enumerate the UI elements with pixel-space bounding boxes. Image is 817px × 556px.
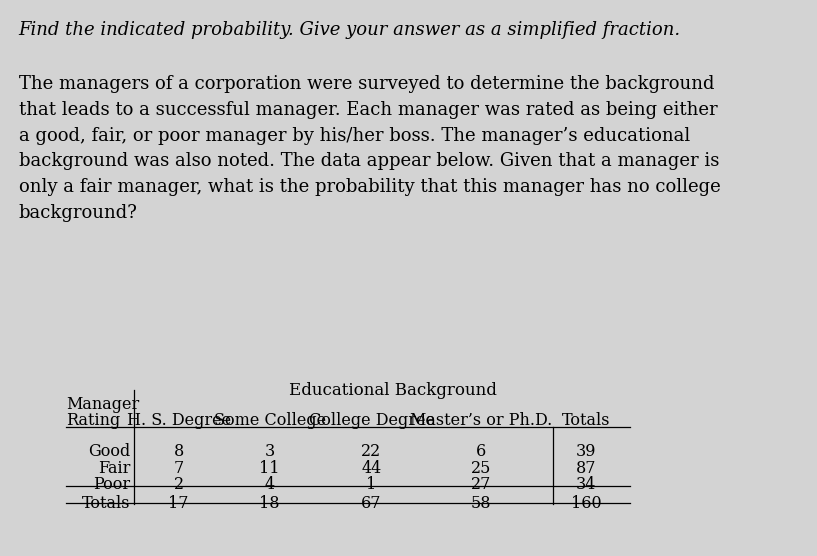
Text: 4: 4	[265, 476, 275, 493]
Text: 2: 2	[174, 476, 184, 493]
Text: 44: 44	[361, 460, 382, 477]
Text: College Degree: College Degree	[309, 412, 435, 429]
Text: 58: 58	[471, 495, 491, 512]
Text: 25: 25	[471, 460, 491, 477]
Text: 27: 27	[471, 476, 491, 493]
Text: 67: 67	[361, 495, 382, 512]
Text: Totals: Totals	[82, 495, 130, 512]
Text: 34: 34	[576, 476, 596, 493]
Text: 8: 8	[174, 443, 184, 460]
Text: 87: 87	[576, 460, 596, 477]
Text: 22: 22	[361, 443, 382, 460]
Text: 18: 18	[260, 495, 280, 512]
Text: Find the indicated probability. Give your answer as a simplified fraction.: Find the indicated probability. Give you…	[19, 21, 681, 38]
Text: Rating: Rating	[66, 412, 120, 429]
Text: 6: 6	[475, 443, 486, 460]
Text: Totals: Totals	[562, 412, 610, 429]
Text: Educational Background: Educational Background	[289, 382, 498, 399]
Text: 39: 39	[576, 443, 596, 460]
Text: 7: 7	[174, 460, 184, 477]
Text: Some College: Some College	[213, 412, 326, 429]
Text: Fair: Fair	[98, 460, 130, 477]
Text: The managers of a corporation were surveyed to determine the background
that lea: The managers of a corporation were surve…	[19, 76, 721, 222]
Text: H. S. Degree: H. S. Degree	[127, 412, 231, 429]
Text: 160: 160	[571, 495, 601, 512]
Text: 17: 17	[168, 495, 189, 512]
Text: Poor: Poor	[93, 476, 130, 493]
Text: 1: 1	[366, 476, 377, 493]
Text: Master’s or Ph.D.: Master’s or Ph.D.	[409, 412, 551, 429]
Text: 3: 3	[265, 443, 275, 460]
Text: 11: 11	[260, 460, 280, 477]
Text: Manager: Manager	[66, 396, 139, 413]
Text: Good: Good	[87, 443, 130, 460]
